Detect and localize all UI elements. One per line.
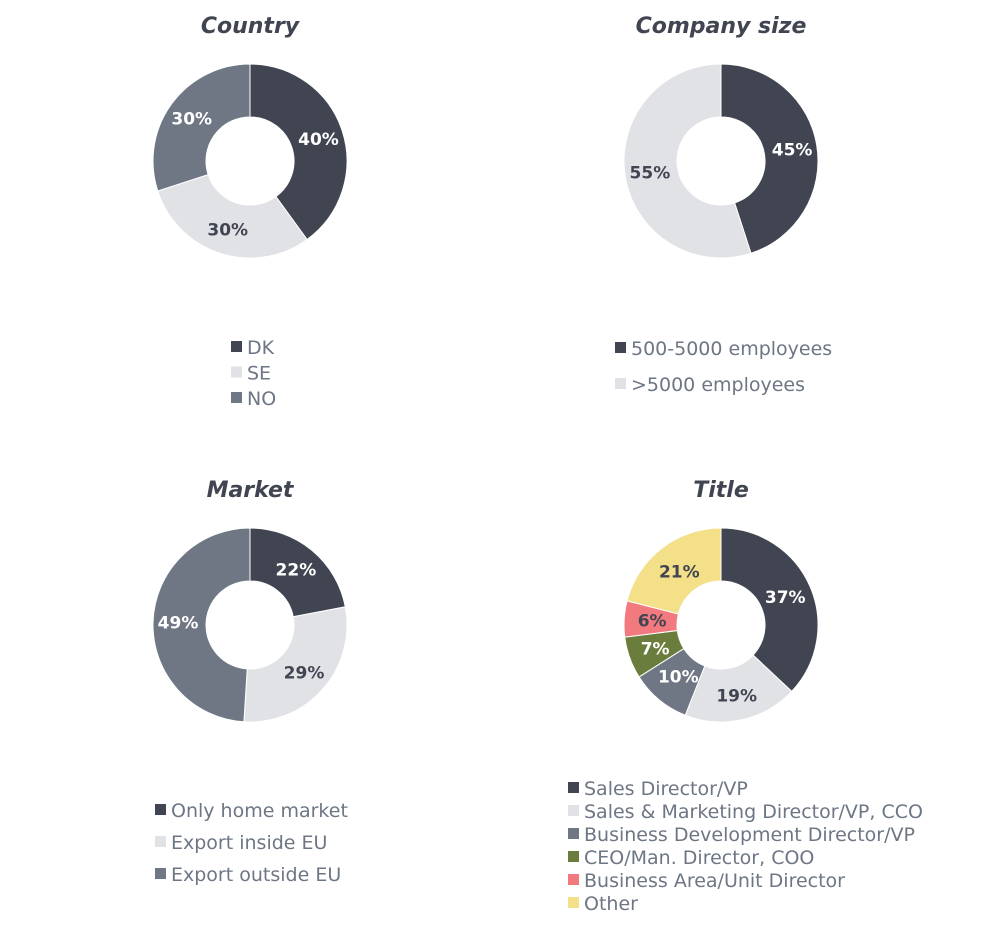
title-legend-label-other: Other: [584, 893, 638, 915]
market-legend-swatch-export-inside-eu: [155, 836, 166, 847]
country-legend-label-no: NO: [247, 388, 276, 410]
company-size-data-label-5000-employees: 55%: [630, 163, 671, 183]
title-legend-label-ceo-man-director-coo: CEO/Man. Director, COO: [584, 847, 814, 869]
market-data-label-export-outside-eu: 49%: [158, 614, 199, 634]
market-slice-only-home-market: [249, 527, 346, 618]
country-data-label-no: 30%: [171, 110, 212, 130]
country-slice-no: [152, 63, 251, 192]
title-legend-swatch-business-area-unit-director: [568, 874, 579, 885]
title-legend-swatch-ceo-man-director-coo: [568, 851, 579, 862]
market-legend-label-export-inside-eu: Export inside EU: [171, 832, 327, 854]
market-legend-swatch-only-home-market: [155, 804, 166, 815]
market-chart-title: Market: [207, 478, 295, 503]
company-size-slice-5000-employees: [623, 63, 752, 259]
title-slice-sales-marketing-director-vp-cco: [684, 654, 793, 723]
title-data-label-ceo-man-director-coo: 7%: [641, 640, 670, 660]
title-slice-sales-director-vp: [720, 527, 819, 693]
market-slice-export-outside-eu: [152, 527, 251, 723]
title-data-label-other: 21%: [659, 562, 700, 582]
country-legend-label-se: SE: [247, 363, 271, 385]
title-legend-swatch-sales-director-vp: [568, 782, 579, 793]
company-size-legend-label-5000-employees: >5000 employees: [631, 374, 805, 396]
country-legend-swatch-no: [231, 392, 242, 403]
title-legend-label-business-area-unit-director: Business Area/Unit Director: [584, 870, 845, 892]
market-legend-label-only-home-market: Only home market: [171, 800, 348, 822]
title-legend-label-sales-marketing-director-vp-cco: Sales & Marketing Director/VP, CCO: [584, 801, 923, 823]
company-size-chart-title: Company size: [636, 14, 807, 39]
country-legend-label-dk: DK: [247, 337, 275, 359]
country-data-label-se: 30%: [207, 220, 248, 240]
country-chart-title: Country: [201, 14, 301, 39]
company-size-data-label-500-5000-employees: 45%: [772, 141, 813, 161]
market-legend-swatch-export-outside-eu: [155, 868, 166, 879]
title-legend-swatch-business-development-director-vp: [568, 828, 579, 839]
company-size-legend-label-500-5000-employees: 500-5000 employees: [631, 338, 832, 360]
country-legend-swatch-se: [231, 366, 242, 378]
company-size-slice-500-5000-employees: [720, 63, 819, 254]
title-legend-swatch-other: [568, 897, 579, 908]
title-data-label-business-area-unit-director: 6%: [638, 612, 667, 632]
title-legend-label-business-development-director-vp: Business Development Director/VP: [584, 824, 915, 846]
market-data-label-only-home-market: 22%: [276, 561, 317, 581]
market-data-label-export-inside-eu: 29%: [284, 664, 325, 684]
title-data-label-sales-director-vp: 37%: [765, 588, 806, 608]
country-legend-swatch-dk: [231, 341, 242, 352]
title-legend-label-sales-director-vp: Sales Director/VP: [584, 778, 748, 800]
country-data-label-dk: 40%: [298, 130, 339, 150]
title-slice-other: [626, 527, 722, 615]
title-chart-title: Title: [693, 478, 749, 503]
country-slice-dk: [249, 63, 348, 241]
title-data-label-business-development-director-vp: 10%: [658, 668, 699, 688]
market-legend-label-export-outside-eu: Export outside EU: [171, 864, 341, 886]
market-slice-export-inside-eu: [243, 606, 348, 723]
company-size-legend-swatch-5000-employees: [615, 378, 626, 389]
country-slice-se: [157, 173, 308, 259]
title-data-label-sales-marketing-director-vp-cco: 19%: [716, 686, 757, 706]
title-legend-swatch-sales-marketing-director-vp-cco: [568, 805, 579, 816]
company-size-legend-swatch-500-5000-employees: [615, 342, 626, 353]
